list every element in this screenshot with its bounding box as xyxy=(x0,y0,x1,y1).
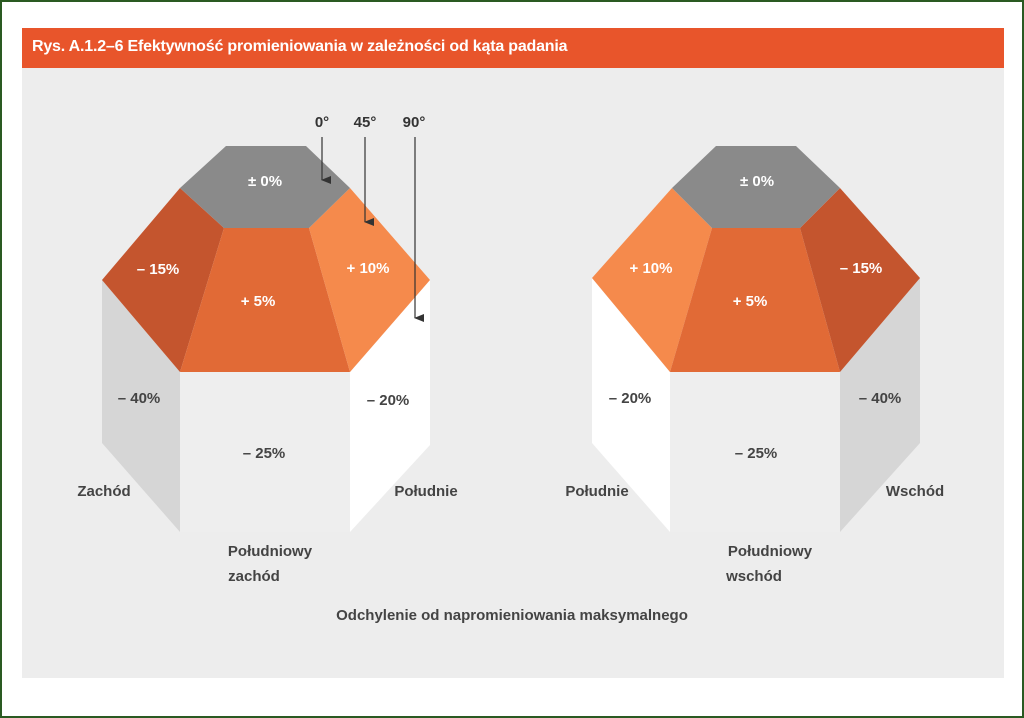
left-upper-left-value: – 15% xyxy=(137,261,180,278)
left-prism-face-upper-right xyxy=(309,188,430,372)
angle-label-90: 90° xyxy=(403,114,426,131)
left-upper-right-value: + 10% xyxy=(347,260,390,277)
right-prism-face-top xyxy=(672,146,840,228)
left-prism-side-left xyxy=(102,280,180,532)
right-direction-southeast-2: wschód xyxy=(725,568,782,585)
right-upper-right-value: – 15% xyxy=(840,260,883,277)
left-prism-labels: ± 0% – 15% + 5% + 10% – 40% – 25% – 20% … xyxy=(77,173,457,585)
right-prism-side-left xyxy=(592,278,670,532)
title-bar: Rys. A.1.2–6 Efektywność promieniowania … xyxy=(22,28,1004,68)
right-direction-south: Południe xyxy=(565,483,628,500)
right-side-front-value: – 25% xyxy=(735,445,778,462)
left-upper-center-value: + 5% xyxy=(241,293,276,310)
figure-title: Rys. A.1.2–6 Efektywność promieniowania … xyxy=(32,38,568,55)
right-prism xyxy=(592,146,920,532)
left-side-right-value: – 20% xyxy=(367,392,410,409)
left-prism-face-upper-center xyxy=(180,228,350,372)
right-prism-labels: ± 0% + 10% + 5% – 15% – 20% – 25% – 40% … xyxy=(565,173,944,585)
left-prism-face-top xyxy=(180,146,350,228)
angle-label-0: 0° xyxy=(315,114,329,131)
right-side-right-value: – 40% xyxy=(859,390,902,407)
left-direction-southwest-2: zachód xyxy=(228,568,280,585)
right-prism-side-right xyxy=(840,278,920,532)
angle-arrows: 0° 45° 90° xyxy=(315,114,426,322)
right-top-value: ± 0% xyxy=(740,173,774,190)
right-prism-side-front xyxy=(670,372,840,532)
left-prism-face-upper-left xyxy=(102,188,224,372)
left-prism xyxy=(102,146,430,532)
right-prism-face-upper-center xyxy=(670,228,840,372)
right-direction-east: Wschód xyxy=(886,483,944,500)
left-prism-side-front xyxy=(180,372,350,532)
left-direction-southwest-1: Południowy xyxy=(228,543,313,560)
angle-label-45: 45° xyxy=(354,114,377,131)
right-prism-face-upper-left xyxy=(592,188,712,372)
left-prism-side-right xyxy=(350,280,430,532)
figure-caption: Odchylenie od napromieniowania maksymaln… xyxy=(336,607,688,624)
right-direction-southeast-1: Południowy xyxy=(728,543,813,560)
left-direction-west: Zachód xyxy=(77,483,130,500)
left-direction-south: Południe xyxy=(394,483,457,500)
right-side-left-value: – 20% xyxy=(609,390,652,407)
left-top-value: ± 0% xyxy=(248,173,282,190)
right-upper-left-value: + 10% xyxy=(630,260,673,277)
left-side-left-value: – 40% xyxy=(118,390,161,407)
right-upper-center-value: + 5% xyxy=(733,293,768,310)
right-prism-face-upper-right xyxy=(800,188,920,372)
left-side-front-value: – 25% xyxy=(243,445,286,462)
